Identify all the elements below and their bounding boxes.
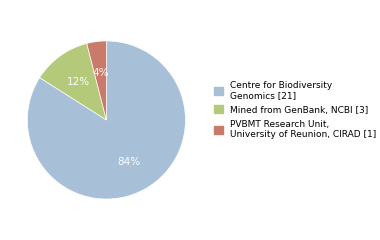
Wedge shape xyxy=(87,41,106,120)
Text: 84%: 84% xyxy=(118,156,141,167)
Legend: Centre for Biodiversity
Genomics [21], Mined from GenBank, NCBI [3], PVBMT Resea: Centre for Biodiversity Genomics [21], M… xyxy=(214,81,376,139)
Wedge shape xyxy=(40,43,106,120)
Wedge shape xyxy=(27,41,185,199)
Text: 12%: 12% xyxy=(67,77,90,87)
Text: 4%: 4% xyxy=(92,68,109,78)
